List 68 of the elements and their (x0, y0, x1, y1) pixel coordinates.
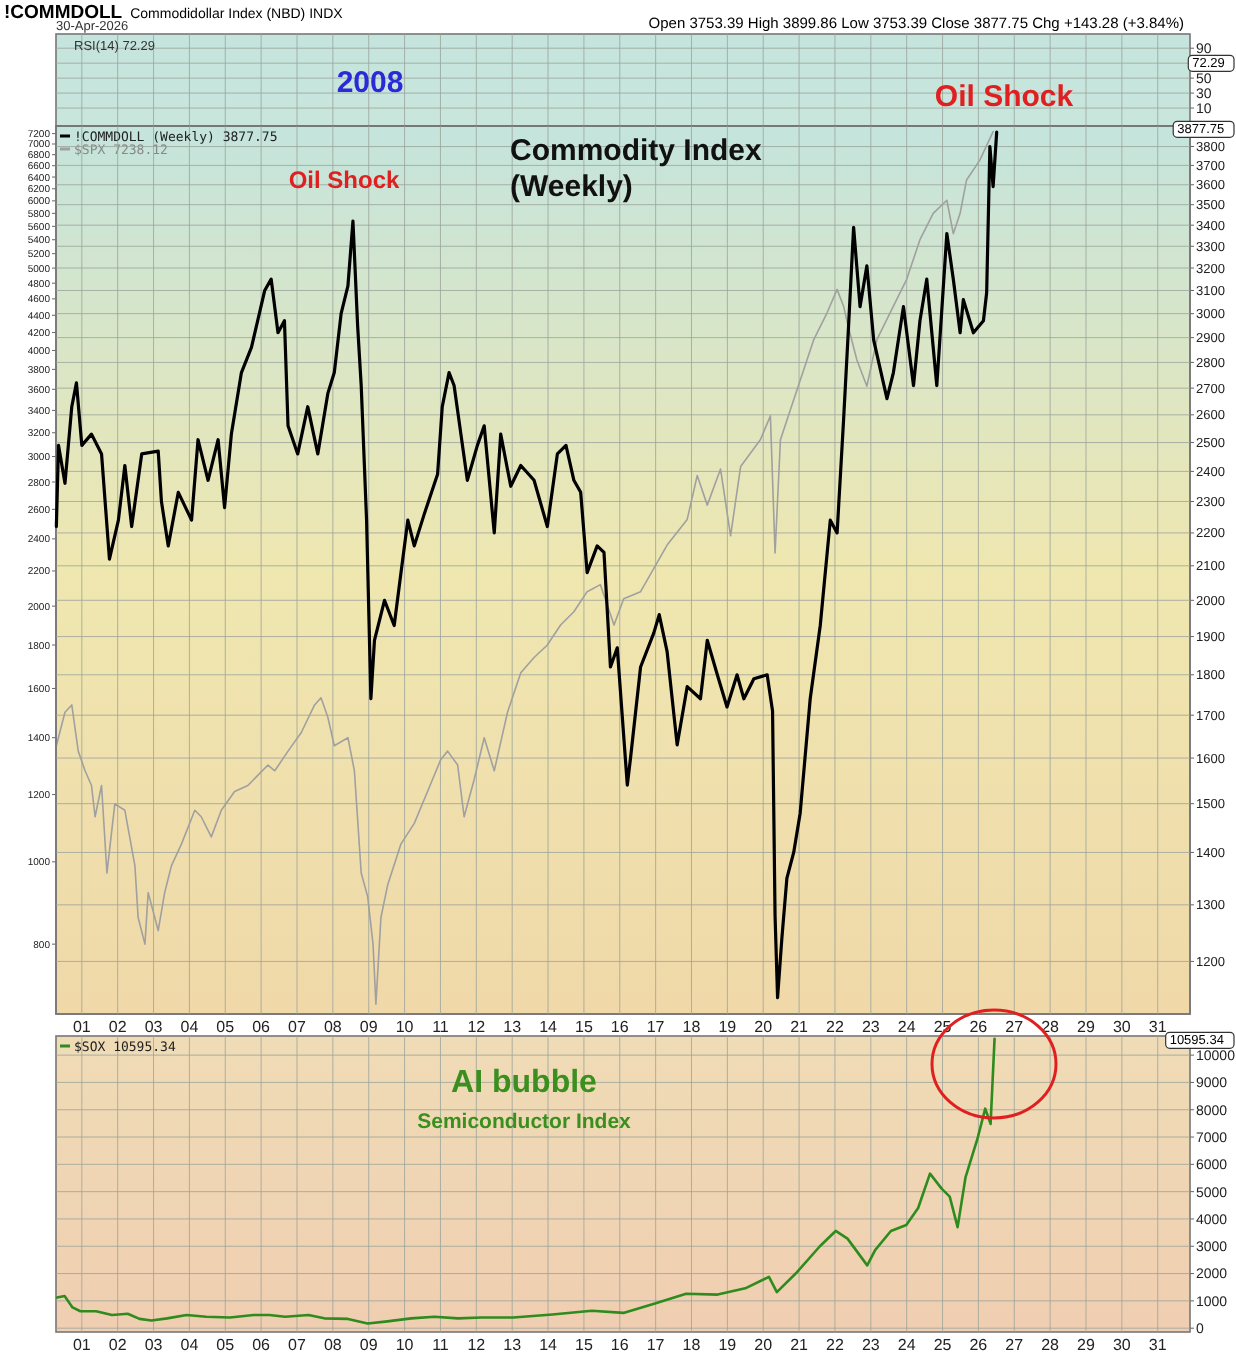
x-tick-label: 29 (1077, 1018, 1096, 1036)
annotation: AI bubble (451, 1066, 598, 1100)
x-tick-label: 16 (610, 1336, 630, 1354)
chart-title: !COMMDOLL (4, 2, 123, 24)
x-tick-label: 07 (288, 1018, 307, 1036)
x-tick-label: 14 (539, 1018, 559, 1036)
x-tick-label: 09 (359, 1018, 379, 1036)
x-tick-label: 23 (861, 1018, 881, 1036)
x-tick-label: 18 (682, 1336, 702, 1354)
x-tick-label: 13 (503, 1018, 523, 1036)
x-tick-label: 30 (1112, 1336, 1132, 1354)
x-tick-label: 09 (359, 1336, 379, 1354)
x-tick-label: 22 (826, 1018, 845, 1036)
x-tick-label: 29 (1077, 1336, 1096, 1354)
x-tick-label: 12 (467, 1336, 487, 1354)
x-tick-label: 26 (969, 1018, 989, 1036)
x-tick-label: 05 (216, 1018, 236, 1036)
x-tick-label: 25 (933, 1336, 953, 1354)
x-tick-label: 31 (1148, 1336, 1168, 1354)
x-tick-label: 06 (252, 1018, 272, 1036)
annotation: Oil Shock (934, 80, 1075, 114)
x-tick-label: 02 (108, 1336, 128, 1354)
x-tick-label: 18 (682, 1018, 702, 1036)
annotation: 2008 (336, 66, 404, 100)
x-tick-label: 23 (861, 1336, 881, 1354)
x-tick-label: 07 (288, 1336, 307, 1354)
x-tick-label: 19 (718, 1018, 738, 1036)
x-tick-label: 22 (826, 1336, 845, 1354)
x-tick-label: 28 (1041, 1336, 1061, 1354)
x-tick-label: 30 (1112, 1018, 1132, 1036)
x-tick-label: 17 (646, 1018, 666, 1036)
annotation: Semiconductor Index (417, 1110, 632, 1134)
x-tick-label: 08 (323, 1018, 343, 1036)
x-tick-label: 10 (395, 1336, 415, 1354)
x-tick-label: 03 (144, 1336, 164, 1354)
x-tick-label: 24 (897, 1336, 917, 1354)
x-tick-label: 15 (575, 1336, 594, 1354)
x-tick-label: 21 (790, 1336, 810, 1354)
x-tick-label: 17 (646, 1336, 666, 1354)
x-tick-label: 27 (1005, 1018, 1025, 1036)
x-tick-label: 24 (897, 1018, 917, 1036)
x-tick-label: 04 (180, 1018, 200, 1036)
x-tick-label: 13 (503, 1336, 523, 1354)
x-tick-label: 02 (108, 1018, 128, 1036)
x-tick-label: 03 (144, 1018, 164, 1036)
x-tick-label: 08 (323, 1336, 343, 1354)
x-tick-label: 01 (72, 1018, 92, 1036)
text: Commodity Index (Weekly) (510, 134, 763, 204)
x-tick-label: 01 (72, 1336, 92, 1354)
x-tick-label: 11 (432, 1336, 450, 1354)
x-tick-label: 14 (539, 1336, 559, 1354)
x-tick-label: 19 (718, 1336, 738, 1354)
x-tick-label: 12 (467, 1018, 487, 1036)
line-series (55, 1037, 996, 1325)
x-tick-label: 20 (754, 1336, 774, 1354)
x-tick-label: 16 (610, 1018, 630, 1036)
x-tick-label: 10 (395, 1018, 415, 1036)
x-tick-label: 05 (216, 1336, 236, 1354)
x-tick-label: 15 (575, 1018, 594, 1036)
x-tick-label: 31 (1148, 1018, 1168, 1036)
x-tick-label: 26 (969, 1336, 989, 1354)
x-tick-label: 04 (180, 1336, 200, 1354)
x-tick-label: 20 (754, 1018, 774, 1036)
annotation: Oil Shock (288, 166, 400, 194)
x-tick-label: 27 (1005, 1336, 1025, 1354)
x-tick-label: 11 (432, 1018, 450, 1036)
x-tick-label: 06 (252, 1336, 272, 1354)
x-tick-label: 21 (790, 1018, 810, 1036)
